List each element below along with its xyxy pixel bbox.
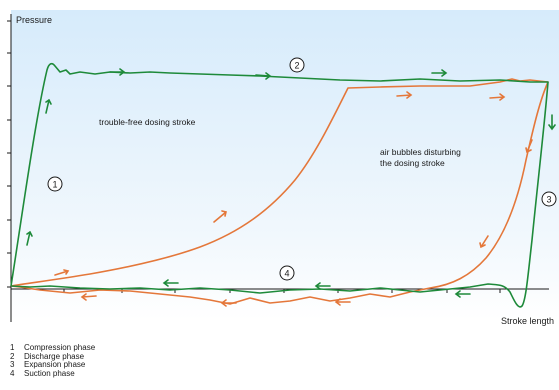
air-bubbles-annotation-line2: the dosing stroke [380, 158, 445, 168]
legend-number: 2 [10, 351, 15, 361]
y-axis [7, 14, 12, 322]
phase-marker-3: 3 [541, 191, 557, 207]
svg-text:4: 4 [284, 269, 289, 279]
arrow-icon [26, 230, 33, 246]
phase-marker-4: 4 [279, 265, 295, 281]
arrow-icon [80, 293, 97, 301]
phase-marker-1: 1 [47, 176, 63, 192]
trouble-free-annotation: trouble-free dosing stroke [99, 117, 196, 127]
arrow-icon [334, 298, 351, 306]
svg-text:2: 2 [294, 61, 299, 71]
svg-text:3: 3 [546, 195, 551, 205]
legend-number: 1 [10, 343, 15, 352]
arrow-icon [431, 69, 448, 77]
arrow-icon [213, 210, 227, 223]
legend-label: Compression phase [24, 343, 96, 352]
legend-number: 3 [10, 360, 15, 370]
legend-label: Discharge phase [24, 351, 85, 361]
svg-text:1: 1 [52, 180, 57, 190]
legend-label: Expansion phase [24, 360, 86, 370]
legend-item-4: 4 Suction phase [10, 368, 95, 379]
phase-legend: 1 Compression phase 2 Discharge phase 3 Exp… [10, 343, 96, 379]
arrow-icon [54, 269, 70, 276]
phase-marker-2: 2 [289, 57, 305, 73]
arrow-icon [525, 139, 533, 154]
arrow-icon [162, 279, 179, 287]
air-bubble-stroke-curve [10, 78, 549, 305]
legend-item-3: 3 Expansion phase [10, 360, 95, 370]
arrow-icon [314, 282, 331, 290]
arrow-icon [396, 91, 413, 99]
arrow-icon [255, 72, 272, 80]
legend-item-1: 1 Compression phase [10, 343, 96, 353]
x-axis-label: Stroke length [501, 316, 554, 326]
air-bubbles-annotation-line1: air bubbles disturbing [380, 147, 461, 157]
legend-number: 4 [10, 368, 15, 378]
arrow-icon [45, 98, 52, 114]
arrow-icon [479, 235, 489, 249]
y-axis-label: Pressure [16, 15, 52, 25]
arrow-icon [454, 290, 471, 298]
green-direction-arrows [26, 68, 556, 298]
trouble-free-stroke-curve [10, 62, 549, 308]
orange-direction-arrows [54, 91, 533, 307]
arrow-icon [489, 93, 506, 101]
arrow-icon [220, 299, 237, 307]
arrow-icon [548, 114, 556, 131]
legend-label: Suction phase [24, 368, 75, 378]
arrow-icon [109, 68, 126, 76]
legend-item-2: 2 Discharge phase [10, 351, 95, 362]
